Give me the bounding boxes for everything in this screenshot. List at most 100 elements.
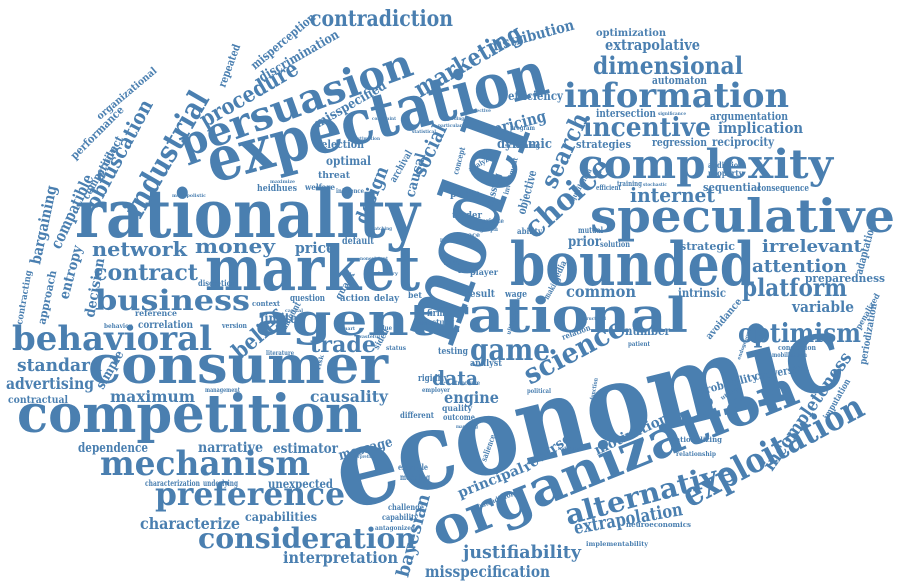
word-neuroeconomics: neuroeconomics bbox=[626, 520, 691, 529]
word-entropy: entropy bbox=[56, 243, 86, 301]
word-price: price bbox=[295, 239, 335, 257]
word-contract: contract bbox=[94, 260, 199, 286]
word-reference: reference bbox=[135, 308, 177, 318]
word-sequential: sequential bbox=[703, 181, 761, 194]
word-literature: literature bbox=[266, 350, 294, 357]
word-rigidity: rigidity bbox=[418, 374, 449, 384]
word-lottery: lottery bbox=[378, 271, 399, 277]
word-patient: patient bbox=[628, 341, 650, 348]
word-smart: smart bbox=[340, 326, 356, 332]
word-threat: threat bbox=[318, 171, 351, 181]
word-version: version bbox=[221, 321, 247, 330]
word-challenge: challenge bbox=[388, 502, 424, 512]
word-characterize: characterize bbox=[140, 514, 240, 533]
word-stochastic: stochastic bbox=[643, 182, 667, 188]
word-justifiability: justifiability bbox=[461, 542, 581, 563]
word-modeling: modeling bbox=[400, 472, 430, 482]
word-individual: individual bbox=[558, 446, 583, 452]
word-bet: bet bbox=[408, 290, 422, 300]
word-context: context bbox=[252, 299, 281, 308]
word-number: number bbox=[625, 324, 671, 338]
word-graph: graph bbox=[480, 226, 499, 233]
word-bias: bias bbox=[444, 257, 462, 267]
word-relationship: relationship bbox=[676, 451, 716, 458]
word-constraint: constraint bbox=[372, 116, 397, 122]
word-mutual: mutual bbox=[578, 225, 603, 235]
word-random: random bbox=[440, 237, 460, 244]
word-wasteful: wasteful bbox=[357, 334, 380, 340]
word-dependence: dependence bbox=[78, 441, 148, 456]
word-study: study bbox=[432, 317, 454, 327]
word-consequence: consequence bbox=[757, 184, 809, 194]
word-pump: pump bbox=[450, 189, 480, 200]
word-delay: delay bbox=[374, 294, 400, 304]
word-optimal: optimal bbox=[326, 154, 371, 168]
word-maximize: maximize bbox=[270, 179, 295, 185]
word-management: management bbox=[205, 387, 240, 394]
word-employer: employer bbox=[422, 387, 451, 394]
word-unexpected: unexpected bbox=[268, 477, 334, 491]
word-example: example bbox=[398, 462, 428, 472]
word-subjective: subjective bbox=[466, 108, 491, 114]
word-wage: wage bbox=[504, 290, 527, 300]
word-network: network bbox=[92, 237, 188, 261]
word-intrinsic: intrinsic bbox=[678, 286, 726, 300]
word-property: property bbox=[708, 168, 743, 178]
word-advertising: advertising bbox=[6, 374, 94, 393]
word-managing: managing bbox=[456, 424, 478, 430]
word-capital: capital bbox=[285, 308, 303, 314]
word-optimization: optimization bbox=[596, 28, 667, 39]
word-automaton: automaton bbox=[652, 74, 707, 87]
word-default: default bbox=[342, 236, 374, 247]
word-analyst: analyst bbox=[470, 359, 503, 369]
word-player: player bbox=[470, 267, 499, 277]
word-prior: prior bbox=[568, 234, 602, 250]
word-ability: ability bbox=[517, 226, 542, 236]
word-contracting: contracting bbox=[15, 269, 35, 326]
word-regression: regression bbox=[652, 136, 707, 149]
word-narrative: narrative bbox=[198, 440, 263, 456]
word-concession: concession bbox=[778, 343, 816, 352]
word-discretion: discretion bbox=[198, 278, 236, 288]
word-regarding: regarding bbox=[442, 116, 464, 122]
word-preparedness: preparedness bbox=[805, 272, 885, 285]
word-private: private bbox=[482, 218, 504, 225]
word-repeated: repeated bbox=[216, 42, 244, 89]
word-structural: structural bbox=[582, 316, 606, 322]
word-result: result bbox=[465, 289, 495, 300]
word-maximum: maximum bbox=[110, 387, 195, 406]
word-underlying: underlying bbox=[203, 478, 238, 488]
word-rationalizing: rationalizing bbox=[672, 435, 722, 444]
word-mobilization: mobilization bbox=[772, 352, 808, 359]
word-argumentation: argumentation bbox=[710, 110, 788, 123]
word-interpretation: interpretation bbox=[283, 548, 398, 567]
word-structure: structure bbox=[452, 380, 480, 387]
word-interpreting: interpreting bbox=[350, 454, 375, 460]
word-significance: significance bbox=[658, 111, 686, 117]
word-action: action bbox=[340, 294, 370, 304]
word-particular: particular bbox=[438, 123, 462, 129]
word-different: different bbox=[400, 410, 434, 420]
word-welfare: welfare bbox=[304, 182, 335, 192]
word-efficient: efficient bbox=[596, 183, 622, 192]
word-strategic: strategic bbox=[680, 240, 735, 253]
word-irrelevant: irrelevant bbox=[762, 237, 862, 257]
word-statistical: statistical bbox=[412, 129, 436, 135]
word-characterization: characterization bbox=[145, 478, 200, 488]
word-solution: solution bbox=[600, 239, 630, 249]
word-estimator: estimator bbox=[273, 441, 339, 457]
word-behavior: behavior bbox=[104, 323, 133, 330]
word-intersection: intersection bbox=[596, 107, 656, 120]
word-variable: variable bbox=[791, 298, 854, 316]
word-status: status bbox=[386, 345, 407, 352]
word-monopolistic: monopolistic bbox=[172, 193, 206, 199]
word-political: political bbox=[527, 388, 552, 395]
word-nonexistent: nonexistent bbox=[360, 256, 389, 262]
word-screening: screening bbox=[505, 141, 540, 150]
word-inference: inference bbox=[336, 188, 364, 195]
word-capabilities: capabilities bbox=[245, 510, 317, 524]
word-reciprocity: reciprocity bbox=[712, 135, 775, 149]
word-estimation: estimation bbox=[355, 136, 380, 142]
